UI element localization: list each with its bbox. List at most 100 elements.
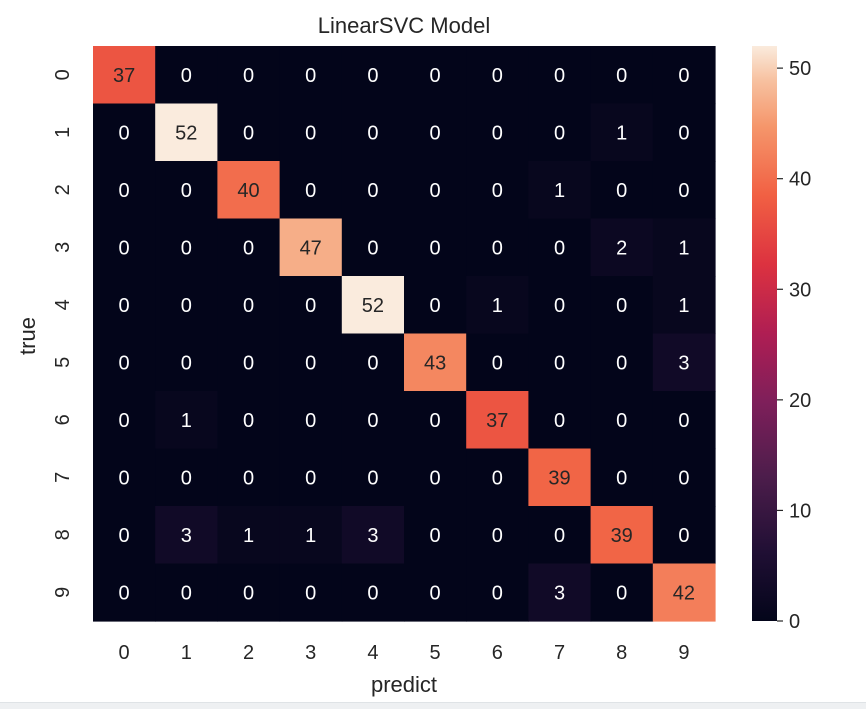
cell-r4-c8 bbox=[590, 276, 654, 335]
cell-label-r9-c2: 0 bbox=[243, 582, 254, 604]
cell-label-r1-c8: 1 bbox=[616, 122, 627, 144]
cell-r9-c1 bbox=[155, 563, 218, 622]
cell-label-r5-c0: 0 bbox=[119, 352, 130, 374]
cell-r2-c5 bbox=[404, 161, 467, 220]
cell-r0-c5 bbox=[404, 46, 467, 105]
cell-r0-c8 bbox=[590, 46, 654, 105]
cell-r3-c1 bbox=[155, 218, 218, 277]
cell-label-r3-c1: 0 bbox=[181, 237, 192, 259]
cell-r6-c0 bbox=[93, 391, 156, 450]
cell-r9-c2 bbox=[217, 563, 281, 622]
cell-r2-c7 bbox=[528, 161, 592, 220]
cell-label-r4-c7: 0 bbox=[554, 295, 565, 317]
cell-label-r2-c7: 1 bbox=[554, 180, 565, 202]
chart-title: LinearSVC Model bbox=[318, 13, 490, 38]
cell-r5-c1 bbox=[155, 333, 218, 392]
cell-label-r6-c0: 0 bbox=[119, 410, 130, 432]
colorbar-ticks: 0 10 20 30 40 50 bbox=[777, 58, 811, 633]
colorbar-tick-label-0: 0 bbox=[789, 611, 800, 633]
cell-r5-c0 bbox=[93, 333, 156, 392]
cell-label-r5-c6: 0 bbox=[492, 352, 503, 374]
colorbar-tick-label-40: 40 bbox=[789, 169, 811, 191]
cell-label-r1-c0: 0 bbox=[119, 122, 130, 144]
cell-label-r6-c5: 0 bbox=[430, 410, 441, 432]
cell-label-r9-c7: 3 bbox=[554, 582, 565, 604]
cell-r6-c1 bbox=[155, 391, 218, 450]
cell-label-r9-c4: 0 bbox=[367, 582, 378, 604]
cell-r1-c3 bbox=[279, 103, 343, 162]
cell-label-r1-c9: 0 bbox=[678, 122, 689, 144]
colorbar-tick-label-50: 50 bbox=[789, 58, 811, 80]
x-tick-8: 8 bbox=[616, 642, 627, 664]
cell-r3-c7 bbox=[528, 218, 592, 277]
cell-label-r0-c5: 0 bbox=[430, 65, 441, 87]
cell-r6-c8 bbox=[590, 391, 654, 450]
colorbar-tick-label-10: 10 bbox=[789, 500, 811, 522]
cell-r1-c9 bbox=[652, 103, 716, 162]
cell-label-r7-c0: 0 bbox=[119, 467, 130, 489]
cell-label-r7-c1: 0 bbox=[181, 467, 192, 489]
cell-label-r4-c2: 0 bbox=[243, 295, 254, 317]
cell-label-r6-c8: 0 bbox=[616, 410, 627, 432]
cell-label-r3-c8: 2 bbox=[616, 237, 627, 259]
y-tick-2: 2 bbox=[52, 184, 74, 195]
cell-r7-c6 bbox=[466, 448, 529, 507]
cell-r3-c4 bbox=[341, 218, 405, 277]
cell-r8-c5 bbox=[404, 506, 467, 565]
window-bottom-strip bbox=[0, 702, 866, 709]
x-tick-6: 6 bbox=[492, 642, 503, 664]
cell-r9-c4 bbox=[341, 563, 405, 622]
cell-label-r2-c9: 0 bbox=[678, 180, 689, 202]
cell-label-r8-c7: 0 bbox=[554, 525, 565, 547]
cell-label-r9-c6: 0 bbox=[492, 582, 503, 604]
cell-label-r1-c7: 0 bbox=[554, 122, 565, 144]
cell-label-r6-c3: 0 bbox=[305, 410, 316, 432]
x-tick-2: 2 bbox=[243, 642, 254, 664]
cell-label-r5-c4: 0 bbox=[367, 352, 378, 374]
cell-r3-c5 bbox=[404, 218, 467, 277]
cell-label-r8-c8: 39 bbox=[611, 525, 633, 547]
cell-label-r3-c6: 0 bbox=[492, 237, 503, 259]
cell-label-r4-c8: 0 bbox=[616, 295, 627, 317]
cell-r6-c7 bbox=[528, 391, 592, 450]
cell-label-r6-c9: 0 bbox=[678, 410, 689, 432]
cell-label-r8-c3: 1 bbox=[305, 525, 316, 547]
cell-label-r9-c3: 0 bbox=[305, 582, 316, 604]
cell-r0-c0 bbox=[93, 46, 156, 105]
cell-label-r0-c3: 0 bbox=[305, 65, 316, 87]
cell-label-r1-c6: 0 bbox=[492, 122, 503, 144]
cell-label-r8-c6: 0 bbox=[492, 525, 503, 547]
cell-r6-c5 bbox=[404, 391, 467, 450]
x-tick-labels: 0 1 2 3 4 5 6 7 8 9 bbox=[119, 642, 690, 664]
cell-label-r2-c3: 0 bbox=[305, 180, 316, 202]
cell-r5-c7 bbox=[528, 333, 592, 392]
cell-r8-c6 bbox=[466, 506, 529, 565]
colorbar-tick-label-30: 30 bbox=[789, 279, 811, 301]
cell-r1-c4 bbox=[341, 103, 405, 162]
x-tick-0: 0 bbox=[119, 642, 130, 664]
cell-label-r6-c1: 1 bbox=[181, 410, 192, 432]
cell-r7-c0 bbox=[93, 448, 156, 507]
cell-r4-c3 bbox=[279, 276, 343, 335]
y-tick-0: 0 bbox=[52, 69, 74, 80]
cell-label-r2-c5: 0 bbox=[430, 180, 441, 202]
x-axis-label: predict bbox=[371, 672, 437, 697]
cell-r5-c3 bbox=[279, 333, 343, 392]
y-tick-9: 9 bbox=[52, 587, 74, 598]
cell-r3-c6 bbox=[466, 218, 529, 277]
cell-r5-c4 bbox=[341, 333, 405, 392]
cell-label-r8-c1: 3 bbox=[181, 525, 192, 547]
cell-label-r4-c9: 1 bbox=[678, 295, 689, 317]
cell-r2-c2 bbox=[217, 161, 281, 220]
x-tick-9: 9 bbox=[678, 642, 689, 664]
cell-r4-c9 bbox=[652, 276, 716, 335]
cell-label-r2-c4: 0 bbox=[367, 180, 378, 202]
cell-label-r2-c8: 0 bbox=[616, 180, 627, 202]
cell-r1-c2 bbox=[217, 103, 281, 162]
cell-r2-c6 bbox=[466, 161, 529, 220]
cell-r4-c4 bbox=[341, 276, 405, 335]
y-tick-4: 4 bbox=[52, 299, 74, 310]
cell-r0-c3 bbox=[279, 46, 343, 105]
cell-label-r9-c8: 0 bbox=[616, 582, 627, 604]
